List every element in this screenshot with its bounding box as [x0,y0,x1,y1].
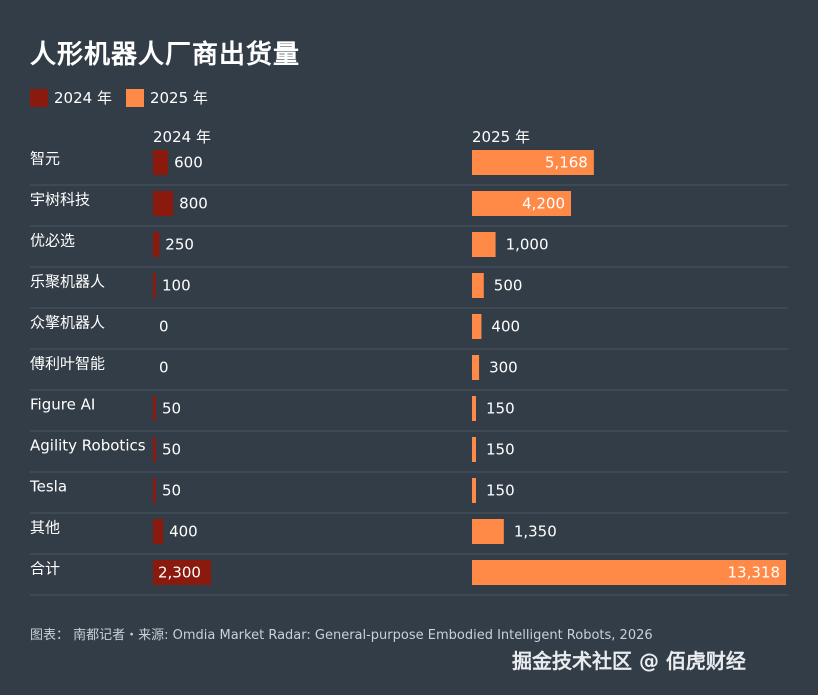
bar-2025 [472,355,480,380]
bar-2025 [472,232,496,257]
category-label: 乐聚机器人 [30,273,105,291]
data-label-2025: 150 [486,482,515,500]
legend-label-2025: 2025 年 [149,89,208,107]
category-label: Tesla [29,478,67,496]
data-label-2024: 50 [162,400,181,418]
watermark: 掘金技术社区 @ 佰虎财经 [512,649,746,673]
bar-2024 [153,396,156,421]
data-label-2024: 0 [159,359,169,377]
bar-2024 [153,191,174,216]
legend: 2024 年 2025 年 [30,87,222,108]
bar-2024 [153,437,156,462]
category-label: 优必选 [30,232,75,250]
data-label-2025: 1,000 [506,236,549,254]
legend-label-2024: 2024 年 [54,89,112,107]
data-label-2024: 50 [162,441,181,459]
chart-title: 人形机器人厂商出货量 [30,40,301,70]
data-label-2025: 4,200 [522,195,565,213]
category-label: 合计 [30,560,60,578]
data-label-2025: 500 [494,277,523,295]
data-label-2024: 600 [174,154,203,172]
data-label-2024: 250 [165,236,194,254]
chart-svg: 2024 年 2025 年智元 600 5,168 宇树科技 800 4,200 优必选 250… [29,128,788,596]
category-label: 宇树科技 [30,191,90,209]
legend-swatch-2024 [30,88,48,107]
category-label: Agility Robotics [30,437,146,455]
legend-item-2024: 2024 年 [30,87,112,108]
data-label-2025: 150 [486,441,515,459]
data-label-2025: 150 [486,400,515,418]
category-label: 傅利叶智能 [30,355,105,373]
bar-2025 [472,396,476,421]
bar-2025 [472,478,476,503]
category-label: 智元 [30,150,60,168]
bar-2024 [153,519,164,544]
data-label-2024: 400 [169,523,198,541]
bar-2025 [472,437,476,462]
legend-item-2025: 2025 年 [125,87,208,108]
data-label-2024: 50 [162,482,181,500]
data-label-2025: 5,168 [545,154,588,172]
data-label-2024: 2,300 [158,564,201,582]
bar-2024 [153,232,160,257]
bar-2024 [153,273,156,298]
data-label-2024: 100 [162,277,191,295]
bar-2025 [472,150,594,175]
data-label-2025: 400 [491,318,520,336]
column-header-2024: 2024 年 [153,128,211,146]
source-note: 图表： 南都记者・来源: Omdia Market Radar: General… [30,628,653,643]
data-label-2025: 13,318 [728,564,781,582]
column-header-2025: 2025 年 [472,128,530,146]
bar-2025 [472,560,786,585]
bar-2025 [472,519,504,544]
category-label: 其他 [30,519,60,537]
bar-2025 [472,191,572,216]
bar-2025 [472,314,482,339]
category-label: Figure AI [30,396,95,414]
data-label-2024: 800 [179,195,208,213]
bar-2024 [153,478,156,503]
legend-swatch-2025 [125,88,144,107]
data-label-2025: 1,350 [514,523,557,541]
data-label-2024: 0 [159,318,169,336]
category-label: 众擎机器人 [30,314,105,332]
data-label-2025: 300 [489,359,518,377]
bar-2024 [153,560,211,585]
bar-2025 [472,273,484,298]
bar-2024 [153,150,169,175]
